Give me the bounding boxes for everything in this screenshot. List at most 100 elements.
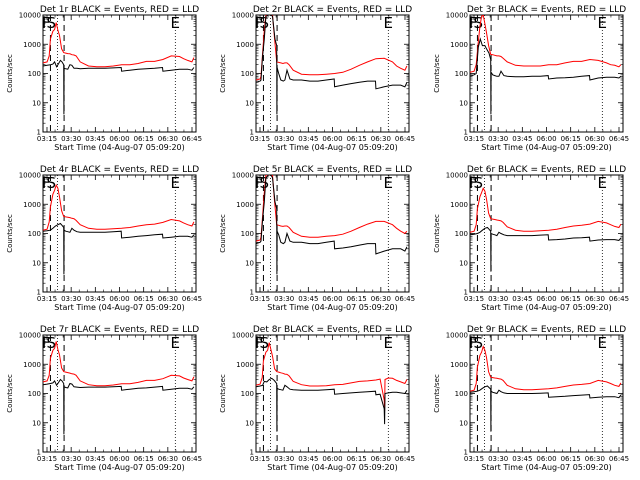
y-tick-label: 1000 [23, 41, 41, 49]
y-axis-label: Counts/sec [433, 374, 441, 413]
series-line-events [256, 15, 408, 115]
series-group [470, 187, 622, 272]
x-tick-label: 06:00 [536, 455, 556, 463]
y-tick-label: 10 [245, 99, 254, 107]
series-line-events [256, 377, 408, 432]
y-tick-label: 100 [455, 390, 468, 398]
x-axis-label: Start Time (04-Aug-07 05:09:20) [54, 143, 185, 152]
series-group [470, 345, 622, 432]
y-tick-label: 10000 [19, 332, 41, 340]
y-tick-label: 10000 [446, 12, 468, 20]
x-tick-label: 03:45 [298, 455, 318, 463]
chart-title: Det 3r BLACK = Events, RED = LLD [467, 5, 626, 15]
x-tick-label: 06:30 [371, 135, 391, 143]
x-tick-label: 03:45 [512, 135, 532, 143]
marker-f: F [42, 334, 51, 352]
x-tick-label: 06:00 [322, 295, 342, 303]
y-tick-label: 100 [28, 230, 41, 238]
series-line-lld [470, 345, 622, 392]
y-tick-label: 100 [241, 70, 254, 78]
marker-f: F [469, 14, 478, 32]
x-tick-label: 06:45 [609, 455, 629, 463]
y-tick-label: 1000 [236, 361, 254, 369]
x-tick-label: 03:30 [274, 295, 294, 303]
marker-f: F [255, 174, 264, 192]
x-tick-label: 03:15 [464, 295, 484, 303]
y-tick-label: 1000 [236, 41, 254, 49]
x-axis-label: Start Time (04-Aug-07 05:09:20) [267, 143, 398, 152]
x-tick-label: 03:30 [61, 295, 81, 303]
y-axis-label: Counts/sec [219, 214, 227, 253]
x-tick-label: 06:45 [182, 295, 202, 303]
plot-frame [42, 334, 197, 453]
x-tick-label: 03:30 [274, 135, 294, 143]
x-axis-label: Start Time (04-Aug-07 05:09:20) [481, 463, 612, 472]
chart-title: Det 2r BLACK = Events, RED = LLD [253, 5, 412, 15]
series-group [256, 342, 408, 432]
x-tick-label: 06:30 [585, 295, 605, 303]
x-tick-label: 03:30 [61, 455, 81, 463]
x-tick-label: 06:00 [322, 135, 342, 143]
y-tick-label: 1 [250, 129, 254, 137]
y-tick-label: 1 [464, 289, 468, 297]
y-axis-label: Counts/sec [219, 374, 227, 413]
marker-s: S [46, 14, 56, 32]
x-tick-label: 06:15 [347, 455, 367, 463]
marker-f: F [469, 334, 478, 352]
series-group [43, 183, 195, 275]
x-tick-label: 03:15 [464, 455, 484, 463]
chart-title: Det 1r BLACK = Events, RED = LLD [40, 5, 199, 15]
y-tick-label: 10 [459, 259, 468, 267]
marker-f: F [469, 174, 478, 192]
x-tick-label: 06:30 [158, 135, 178, 143]
y-axis-label: Counts/sec [433, 54, 441, 93]
x-tick-label: 03:45 [85, 295, 105, 303]
x-tick-label: 06:30 [371, 295, 391, 303]
series-group [256, 175, 408, 275]
x-tick-label: 06:45 [182, 135, 202, 143]
y-tick-label: 10000 [446, 332, 468, 340]
x-tick-label: 03:30 [274, 455, 294, 463]
x-axis-label: Start Time (04-Aug-07 05:09:20) [481, 143, 612, 152]
panel-2: Det 2r BLACK = Events, RED = LLD 1 10 100 10… [219, 5, 415, 152]
y-tick-label: 10 [245, 259, 254, 267]
marker-e: E [170, 14, 179, 32]
y-tick-label: 10000 [232, 12, 254, 20]
x-tick-label: 06:00 [322, 455, 342, 463]
y-tick-label: 100 [241, 390, 254, 398]
x-tick-label: 06:45 [395, 295, 415, 303]
y-tick-label: 10000 [232, 172, 254, 180]
y-tick-label: 10 [459, 419, 468, 427]
marker-s: S [259, 334, 269, 352]
chart-title: Det 7r BLACK = Events, RED = LLD [40, 325, 199, 335]
y-tick-label: 100 [455, 230, 468, 238]
x-tick-label: 03:45 [298, 135, 318, 143]
series-line-lld [470, 187, 622, 233]
series-line-events [43, 222, 195, 275]
x-tick-label: 06:00 [536, 135, 556, 143]
x-tick-label: 03:30 [488, 455, 508, 463]
series-line-lld [470, 15, 622, 73]
x-tick-label: 06:00 [536, 295, 556, 303]
y-tick-label: 1 [464, 129, 468, 137]
series-line-events [43, 378, 195, 435]
y-tick-label: 1000 [23, 201, 41, 209]
plot-frame [469, 174, 624, 293]
series-line-lld [43, 22, 195, 68]
x-axis-label: Start Time (04-Aug-07 05:09:20) [481, 303, 612, 312]
plot-frame [255, 174, 410, 293]
x-tick-label: 06:45 [609, 295, 629, 303]
x-tick-label: 03:15 [250, 455, 270, 463]
chart-title: Det 9r BLACK = Events, RED = LLD [467, 325, 626, 335]
x-tick-label: 06:00 [109, 135, 129, 143]
marker-f: F [255, 334, 264, 352]
x-tick-label: 03:15 [250, 135, 270, 143]
x-tick-label: 06:15 [134, 455, 154, 463]
series-line-lld [43, 183, 195, 231]
y-tick-label: 10 [32, 419, 41, 427]
marker-e: E [383, 14, 392, 32]
y-axis-label: Counts/sec [6, 374, 14, 413]
chart-title: Det 8r BLACK = Events, RED = LLD [253, 325, 412, 335]
series-group [43, 341, 195, 435]
